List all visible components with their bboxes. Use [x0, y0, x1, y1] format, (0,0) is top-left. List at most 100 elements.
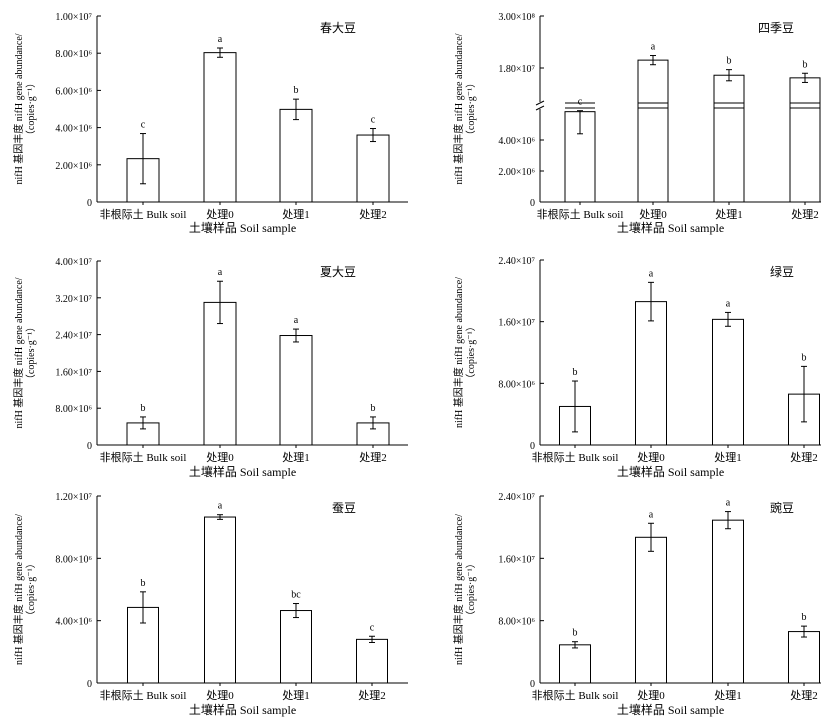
chart-panel: 0 8.00×10⁶ 1.60×10⁷ 2.40×10⁷ b 非根际土 Bulk soil… — [452, 492, 821, 717]
y-tick-label: 8.00×10⁶ — [55, 404, 92, 415]
significance-letter: a — [218, 267, 223, 278]
y-axis-title: nifH 基因丰度 nifH gene abundance/ — [12, 33, 25, 184]
x-tick-label: 处理1 — [282, 689, 310, 702]
y-tick-label: 8.00×10⁶ — [55, 554, 92, 565]
y-axis-unit: （copies·g⁻¹） — [465, 321, 477, 383]
y-tick-label: 2.40×10⁷ — [55, 331, 92, 342]
x-tick-label: 处理1 — [714, 689, 742, 702]
x-tick-label: 非根际土 Bulk soil — [100, 450, 187, 464]
axis-break-mark — [535, 105, 545, 111]
significance-letter: b — [803, 59, 808, 70]
bar — [712, 318, 744, 446]
x-tick-label: 处理0 — [206, 689, 234, 702]
bar — [280, 610, 312, 684]
y-axis-unit: （copies·g⁻¹） — [25, 558, 37, 620]
bar — [712, 519, 744, 684]
x-tick-label: 非根际土 Bulk soil — [532, 688, 619, 702]
y-tick-label: 0 — [87, 198, 92, 209]
significance-letter: a — [726, 298, 731, 309]
y-axis-title: nifH 基因丰度 nifH gene abundance/ — [452, 33, 465, 184]
y-tick-label: 2.00×10⁶ — [55, 161, 92, 172]
y-tick-label: 1.60×10⁷ — [498, 318, 535, 329]
bar-break-gap — [790, 103, 820, 108]
significance-letter: a — [218, 34, 223, 45]
y-tick-label: 8.00×10⁶ — [55, 49, 92, 60]
significance-letter: b — [573, 367, 578, 378]
chart-title: 夏大豆 — [320, 265, 356, 279]
y-tick-label: 0 — [530, 441, 535, 452]
significance-letter: c — [578, 97, 583, 108]
bar — [203, 301, 237, 446]
x-tick-label: 处理0 — [639, 208, 667, 221]
y-tick-label: 1.20×10⁷ — [55, 492, 92, 503]
x-tick-label: 处理2 — [359, 208, 387, 221]
bar — [789, 77, 821, 203]
x-tick-label: 处理1 — [282, 451, 310, 464]
x-axis-title: 土壤样品 Soil sample — [189, 464, 296, 479]
chart-panel: 0 8.00×10⁶ 1.60×10⁷ 2.40×10⁷ 3.20×10⁷ 4.00×10… — [12, 257, 408, 479]
x-tick-label: 处理0 — [637, 451, 665, 464]
x-tick-label: 非根际土 Bulk soil — [532, 450, 619, 464]
x-tick-label: 处理2 — [791, 208, 819, 221]
chart-panel: 0 2.00×10⁶ 4.00×10⁶ 1.80×10⁷ 3.00×10⁸ c 非根际土 B… — [452, 12, 821, 235]
y-tick-label: 3.20×10⁷ — [55, 294, 92, 305]
significance-letter: c — [141, 120, 146, 131]
bar — [637, 59, 669, 203]
chart-title: 蚕豆 — [332, 501, 356, 515]
x-tick-label: 非根际土 Bulk soil — [100, 688, 187, 702]
y-tick-label: 2.00×10⁶ — [498, 167, 535, 178]
significance-letter: a — [294, 315, 299, 326]
y-tick-label: 0 — [87, 441, 92, 452]
y-axis-title: nifH 基因丰度 nifH gene abundance/ — [452, 514, 465, 665]
x-tick-label: 非根际土 Bulk soil — [537, 207, 624, 221]
y-tick-label: 1.80×10⁷ — [498, 64, 535, 75]
significance-letter: a — [649, 268, 654, 279]
chart-title: 豌豆 — [770, 500, 794, 515]
x-tick-label: 非根际土 Bulk soil — [100, 207, 187, 221]
significance-letter: bc — [291, 590, 301, 601]
significance-letter: b — [294, 85, 299, 96]
x-axis-title: 土壤样品 Soil sample — [189, 702, 296, 717]
axis-break-mark — [535, 100, 545, 106]
y-tick-label: 0 — [530, 198, 535, 209]
y-tick-label: 0 — [530, 679, 535, 690]
x-tick-label: 处理2 — [358, 689, 386, 702]
chart-title: 春大豆 — [320, 21, 356, 35]
x-tick-label: 处理1 — [715, 208, 743, 221]
bar — [279, 335, 313, 446]
y-tick-label: 2.40×10⁷ — [498, 256, 535, 267]
bar — [788, 631, 820, 684]
significance-letter: b — [573, 628, 578, 639]
bar-break-gap — [565, 103, 595, 108]
bar — [356, 134, 390, 203]
axis-break-gap — [536, 102, 821, 109]
chart-title: 绿豆 — [770, 264, 794, 279]
y-axis-title: nifH 基因丰度 nifH gene abundance/ — [452, 277, 465, 428]
bar — [635, 536, 667, 684]
bar — [203, 52, 237, 203]
y-axis-title: nifH 基因丰度 nifH gene abundance/ — [12, 277, 25, 428]
y-axis-unit: （copies·g⁻¹） — [465, 558, 477, 620]
x-tick-label: 处理0 — [637, 689, 665, 702]
bar — [204, 516, 236, 684]
significance-letter: b — [802, 612, 807, 623]
y-tick-label: 4.00×10⁶ — [55, 124, 92, 135]
y-tick-label: 6.00×10⁶ — [55, 86, 92, 97]
x-tick-label: 处理0 — [206, 451, 234, 464]
x-tick-label: 处理0 — [206, 208, 234, 221]
significance-letter: a — [651, 42, 656, 53]
y-tick-label: 1.60×10⁷ — [55, 367, 92, 378]
significance-letter: c — [370, 622, 375, 633]
bar — [635, 301, 667, 446]
y-tick-label: 8.00×10⁶ — [498, 617, 535, 628]
y-axis-unit: （copies·g⁻¹） — [25, 78, 37, 140]
significance-letter: a — [218, 501, 223, 512]
y-axis-unit: （copies·g⁻¹） — [25, 322, 37, 384]
chart-panel: 0 2.00×10⁶ 4.00×10⁶ 6.00×10⁶ 8.00×10⁶ 1.00×10… — [12, 12, 408, 235]
x-axis-title: 土壤样品 Soil sample — [617, 220, 724, 235]
significance-letter: b — [802, 352, 807, 363]
y-tick-label: 2.40×10⁷ — [498, 492, 535, 503]
y-tick-label: 4.00×10⁶ — [55, 617, 92, 628]
y-axis-unit: （copies·g⁻¹） — [465, 78, 477, 140]
